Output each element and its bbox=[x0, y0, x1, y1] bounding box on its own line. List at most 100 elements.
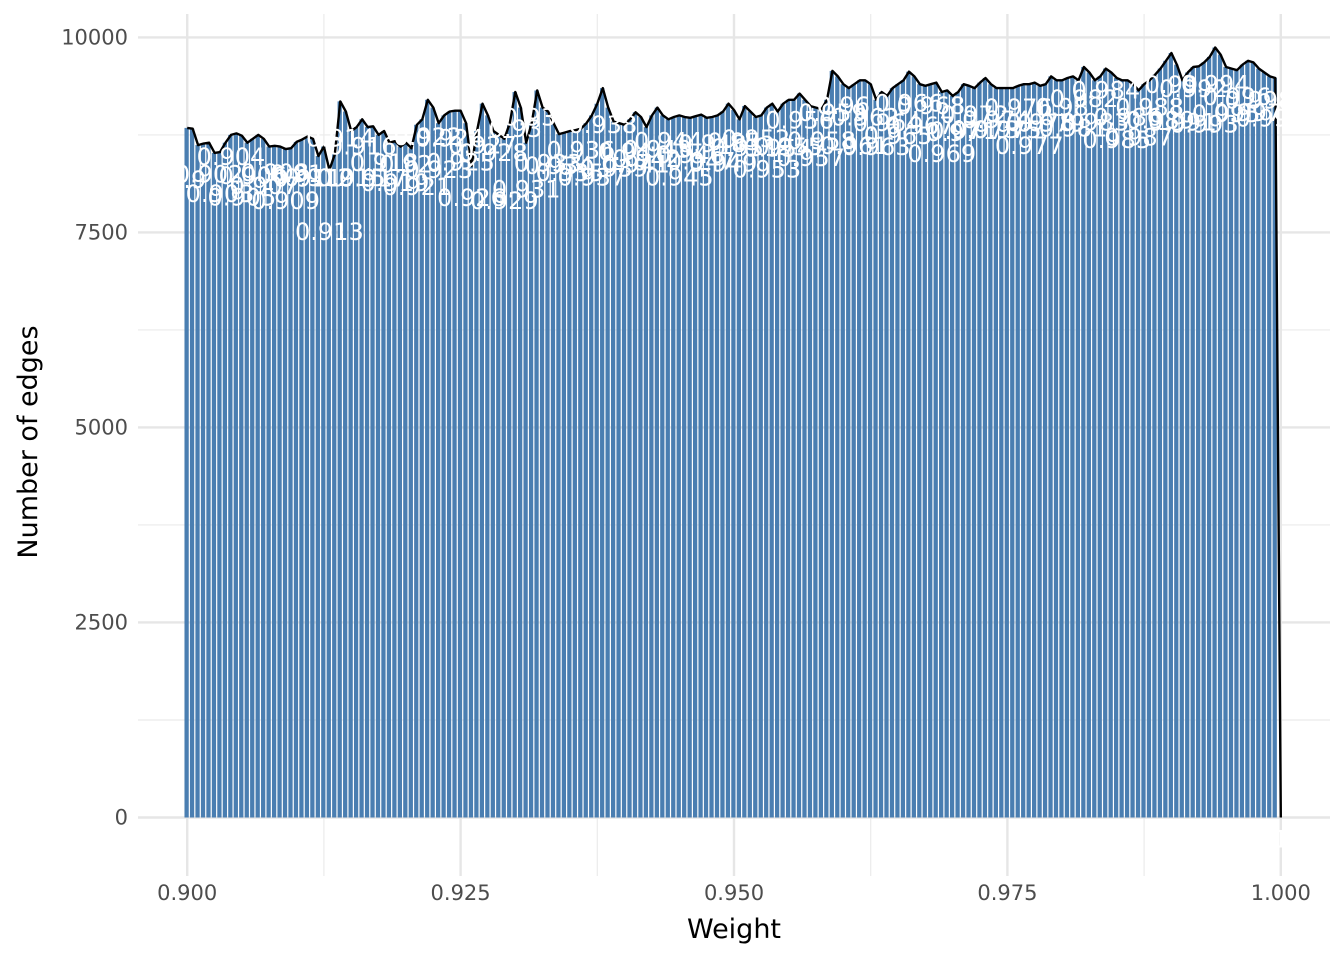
histogram-bar bbox=[1021, 84, 1026, 818]
bar-value-label: 0.99 bbox=[1145, 71, 1198, 99]
histogram-bar bbox=[1196, 66, 1201, 818]
histogram-bar bbox=[692, 116, 698, 818]
bar-value-label: 0.922 bbox=[393, 123, 462, 151]
histogram-bar bbox=[507, 123, 512, 818]
histogram-bar bbox=[364, 127, 370, 818]
histogram-bar bbox=[1217, 54, 1223, 818]
histogram-bar bbox=[769, 103, 774, 818]
histogram-bar bbox=[457, 110, 463, 818]
histogram-bar bbox=[971, 88, 977, 818]
bar-value-label: 0.914 bbox=[306, 124, 375, 152]
bar-value-label: 0.919 bbox=[361, 169, 430, 197]
bar-value-label: 0.956 bbox=[765, 107, 834, 135]
histogram-bar bbox=[1004, 88, 1009, 818]
histogram-bar bbox=[649, 115, 654, 818]
histogram-bar bbox=[271, 145, 277, 818]
histogram-bar bbox=[1234, 70, 1239, 818]
bar-value-label: 0.991 bbox=[1148, 108, 1217, 136]
histogram-bar bbox=[742, 106, 747, 818]
histogram-bar bbox=[468, 166, 474, 818]
histogram-bar bbox=[479, 103, 485, 818]
histogram-bar bbox=[233, 133, 238, 818]
bar-value-label: 0.976 bbox=[984, 94, 1053, 122]
histogram-bar bbox=[1245, 60, 1250, 818]
histogram-bar bbox=[518, 107, 523, 818]
histogram-bar bbox=[775, 111, 780, 818]
histogram-bar bbox=[676, 115, 681, 818]
histogram-bar bbox=[463, 123, 468, 818]
histogram-bar bbox=[326, 170, 331, 818]
histogram-bar bbox=[370, 126, 375, 818]
histogram-bar bbox=[824, 99, 829, 818]
histogram-bar bbox=[1185, 72, 1190, 818]
bar-value-label: 0.915 bbox=[317, 164, 386, 192]
histogram-bar bbox=[359, 119, 364, 818]
histogram-bar bbox=[928, 84, 933, 818]
histogram-bar bbox=[397, 146, 402, 818]
bar-value-label: 0.925 bbox=[426, 149, 495, 177]
histogram-bar bbox=[900, 80, 906, 818]
histogram-bar bbox=[955, 92, 960, 818]
histogram-bar bbox=[1075, 80, 1081, 818]
bar-value-label: 0.93 bbox=[489, 115, 542, 143]
histogram-bar bbox=[1042, 84, 1048, 818]
histogram-bar bbox=[829, 70, 834, 818]
histogram-bar bbox=[550, 123, 556, 818]
histogram-bar bbox=[501, 138, 506, 818]
histogram-bar bbox=[1086, 72, 1091, 818]
bar-value-label: 0.934 bbox=[525, 152, 594, 180]
x-tick-label: 0.925 bbox=[431, 881, 491, 905]
histogram-bar bbox=[960, 84, 966, 818]
bar-value-label: 0.937 bbox=[557, 163, 626, 191]
histogram-bar bbox=[933, 82, 938, 818]
bar-value-label: 0.96 bbox=[817, 92, 870, 120]
bar-value-label: 0.932 bbox=[503, 103, 572, 131]
histogram-bar bbox=[545, 111, 550, 818]
histogram-bar bbox=[332, 154, 337, 818]
bar-value-label: 0.923 bbox=[404, 156, 473, 184]
bar-value-label: 0.989 bbox=[1126, 107, 1195, 135]
bar-value-label: 0.967 bbox=[886, 112, 955, 140]
histogram-bar bbox=[621, 124, 627, 818]
bar-value-label: 0.961 bbox=[820, 132, 889, 160]
histogram-bar bbox=[660, 115, 665, 818]
histogram-bar bbox=[528, 123, 534, 818]
histogram-bar bbox=[895, 84, 900, 818]
bar-value-label: 0.911 bbox=[273, 164, 342, 192]
histogram-bar bbox=[840, 84, 845, 818]
bar-value-label: 0.918 bbox=[350, 149, 419, 177]
histogram-bar bbox=[1053, 80, 1059, 818]
histogram-bar bbox=[1179, 80, 1184, 818]
bar-value-label: 0.92 bbox=[379, 151, 432, 179]
histogram-bar bbox=[753, 116, 758, 818]
histogram-bar bbox=[446, 111, 452, 818]
histogram-bar bbox=[1174, 64, 1179, 818]
histogram-bar bbox=[878, 92, 884, 818]
histogram-bar bbox=[250, 138, 255, 818]
histogram-bar bbox=[846, 88, 851, 818]
histogram-bar bbox=[610, 121, 616, 818]
histogram-bar bbox=[665, 119, 670, 818]
histogram-bar bbox=[1114, 77, 1119, 818]
histogram-bar bbox=[485, 115, 490, 818]
histogram-bar bbox=[725, 103, 731, 818]
bar-value-label: 0.965 bbox=[864, 122, 933, 150]
frequency-polygon bbox=[187, 46, 1283, 818]
bar-value-label: 0.95 bbox=[707, 128, 760, 156]
bar-value-label: 0.935 bbox=[536, 159, 605, 187]
histogram-bar bbox=[966, 85, 971, 818]
histogram-bar bbox=[818, 109, 824, 818]
bar-value-label: 0.916 bbox=[328, 132, 397, 160]
bar-value-label: 0.978 bbox=[1006, 109, 1075, 137]
histogram-bar bbox=[244, 142, 249, 818]
histogram-bar bbox=[436, 123, 441, 818]
bar-value-label: 0.943 bbox=[623, 136, 692, 164]
bar-value-label: 0.958 bbox=[787, 127, 856, 155]
x-tick-labels: 0.900 0.925 0.950 0.975 1.000 bbox=[157, 881, 1311, 905]
histogram-bar bbox=[736, 119, 742, 818]
bars bbox=[184, 47, 1277, 818]
bar-value-label: 0.929 bbox=[470, 187, 539, 215]
bar-value-label: 0.983 bbox=[1061, 108, 1130, 136]
histogram-bar bbox=[709, 116, 714, 818]
bar-value-label: 0.985 bbox=[1082, 126, 1151, 154]
